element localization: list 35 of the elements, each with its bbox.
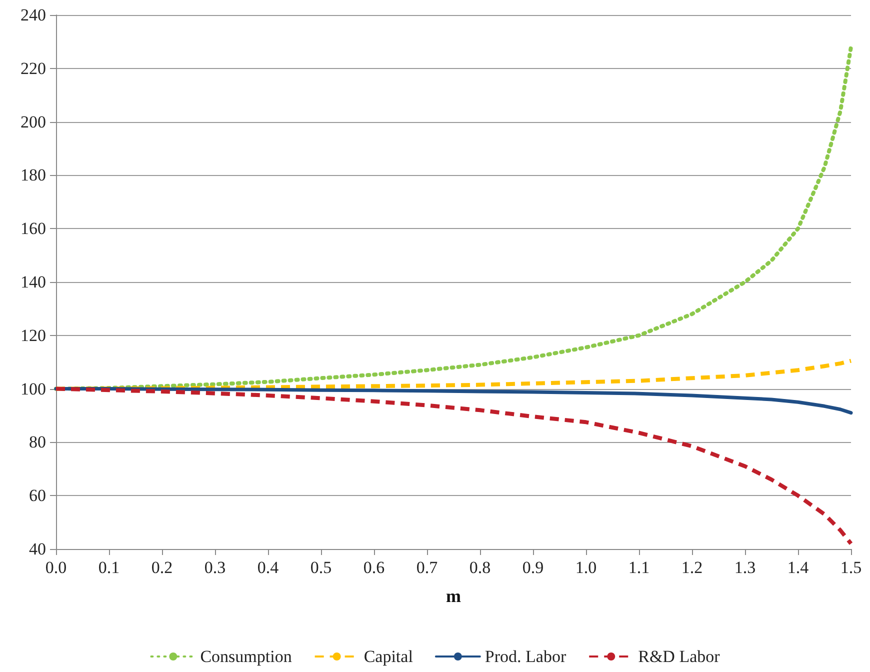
y-tick-label: 140 (20, 272, 46, 292)
y-tick-label: 220 (20, 58, 46, 78)
x-axis-title: m (446, 586, 461, 606)
y-tick-label: 160 (20, 219, 46, 238)
y-tick-label: 120 (20, 326, 46, 345)
y-tick-label: 100 (20, 379, 46, 398)
x-tick-label: 0.4 (257, 558, 280, 577)
line-series (54, 386, 853, 546)
line-series (54, 387, 853, 415)
legend-label: R&D Labor (638, 647, 720, 666)
x-tick-label: 0.1 (98, 558, 120, 577)
y-tick-label: 80 (29, 432, 46, 452)
y-tick-label: 180 (20, 166, 46, 185)
legend-label: Consumption (200, 647, 292, 666)
legend-label: Prod. Labor (484, 647, 566, 666)
x-tick-label: 1.0 (575, 558, 597, 577)
x-tick-label: 1.4 (787, 558, 810, 577)
legend-label: Capital (364, 647, 414, 666)
x-tick-label: 0.3 (204, 558, 226, 577)
line-series (54, 45, 853, 391)
x-tick-label: 0.0 (45, 558, 67, 577)
x-tick-label: 0.9 (522, 558, 544, 577)
y-tick-label: 200 (20, 112, 46, 132)
y-tick-label: 40 (29, 540, 46, 558)
y-tick-label: 240 (20, 6, 46, 24)
x-tick-label: 1.1 (628, 558, 650, 577)
x-tick-label: 0.8 (469, 558, 491, 577)
x-tick-label: 0.2 (151, 558, 173, 577)
x-tick-label: 0.5 (310, 558, 332, 577)
x-tick-label: 0.6 (363, 558, 385, 577)
x-tick-label: 0.7 (416, 558, 438, 577)
x-tick-label: 1.3 (734, 558, 756, 577)
x-tick-label: 1.2 (681, 558, 703, 577)
y-tick-label: 60 (29, 486, 46, 506)
x-tick-label: 1.5 (840, 558, 862, 577)
